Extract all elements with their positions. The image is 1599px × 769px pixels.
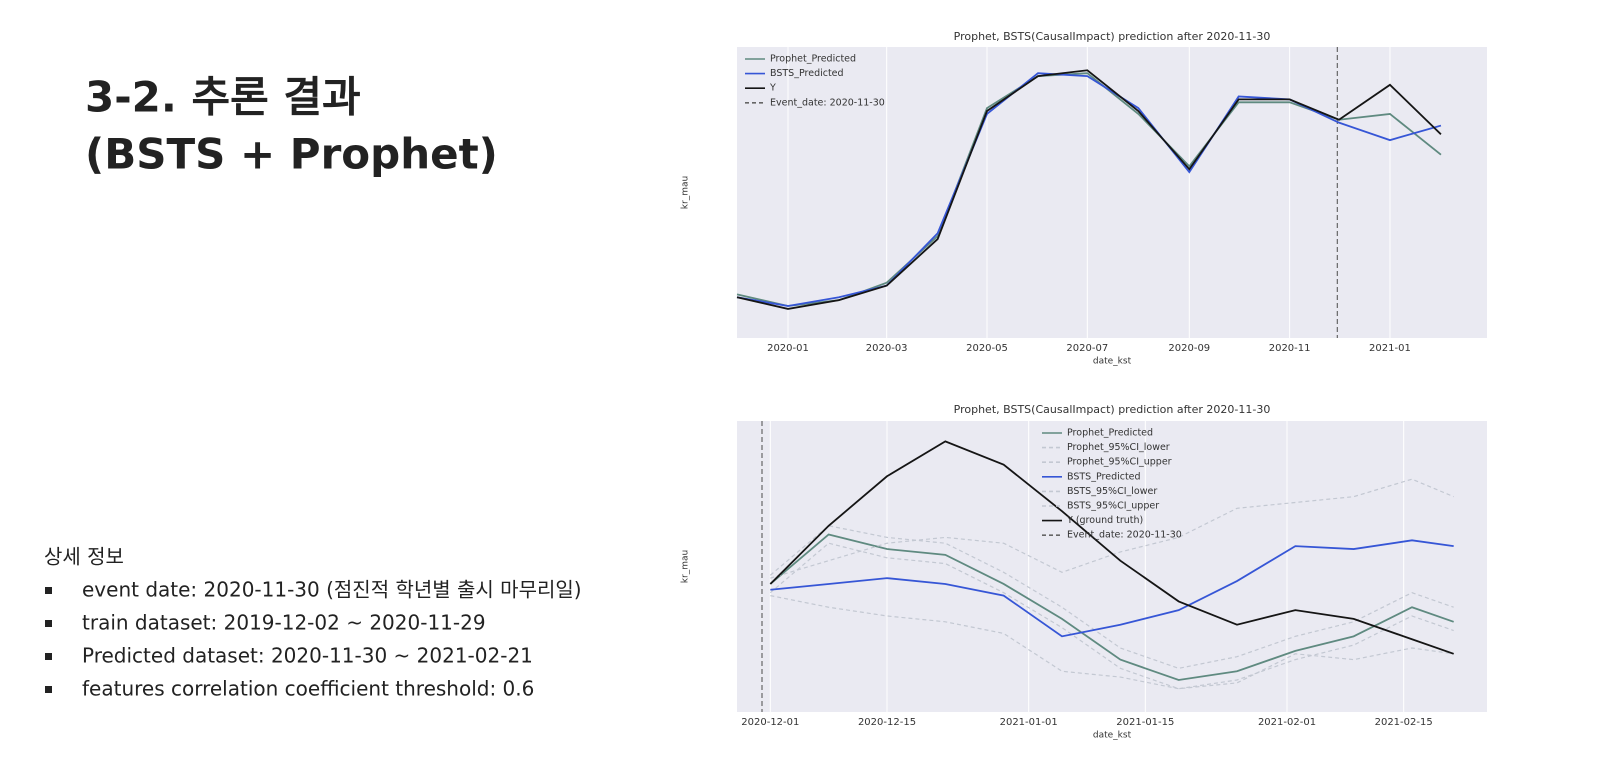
series-line: [769, 533, 1454, 681]
slide-title: (BSTS + Prophet): [85, 130, 498, 179]
series-line: [770, 539, 1454, 638]
x-tick-label: 2020-12-15: [858, 717, 916, 728]
x-tick-label: 2020-01: [767, 343, 809, 354]
legend-label: Prophet_Predicted: [770, 54, 856, 65]
series-line: [769, 525, 1454, 669]
series-line: [736, 72, 1442, 307]
bullet-text: event date: 2020-11-30 (점진적 학년별 출시 마무리일): [82, 578, 582, 602]
bullet: [45, 587, 52, 594]
x-tick-label: 2021-02-15: [1375, 717, 1433, 728]
series-line: [769, 542, 1454, 690]
bullet: [45, 686, 52, 693]
bullet: [45, 653, 52, 660]
legend-label: BSTS_Predicted: [1067, 471, 1141, 482]
legend-label: BSTS_95%CI_lower: [1067, 486, 1157, 497]
bullet-text: train dataset: 2019-12-02 ~ 2020-11-29: [82, 611, 486, 635]
series-line: [770, 595, 1454, 690]
bullet-text: Predicted dataset: 2020-11-30 ~ 2021-02-…: [82, 644, 533, 668]
legend-label: Event_date: 2020-11-30: [1067, 530, 1182, 541]
x-tick-label: 2020-03: [866, 343, 908, 354]
series-line: [736, 69, 1442, 310]
x-tick-label: 2020-11: [1269, 343, 1311, 354]
legend-label: Prophet_95%CI_upper: [1067, 457, 1172, 468]
chart-title: Prophet, BSTS(CausalImpact) prediction a…: [954, 30, 1271, 43]
bullet-text: features correlation coefficient thresho…: [82, 677, 534, 701]
legend-label: BSTS_95%CI_upper: [1067, 501, 1159, 512]
x-axis-label: date_kst: [1093, 357, 1132, 367]
legend-label: Prophet_Predicted: [1067, 428, 1153, 439]
legend-label: Event_date: 2020-11-30: [770, 97, 885, 108]
series-line: [770, 478, 1454, 579]
x-tick-label: 2020-07: [1066, 343, 1108, 354]
x-tick-label: 2020-09: [1168, 343, 1210, 354]
x-tick-label: 2021-01-01: [1000, 717, 1058, 728]
series-line: [769, 440, 1454, 655]
x-tick-label: 2021-01-15: [1116, 717, 1174, 728]
legend-label: Prophet_95%CI_lower: [1067, 442, 1170, 453]
legend-label: BSTS_Predicted: [770, 68, 844, 79]
details-heading: 상세 정보: [44, 545, 124, 569]
x-tick-label: 2021-02-01: [1258, 717, 1316, 728]
x-tick-label: 2021-01: [1369, 343, 1411, 354]
plot-area: [737, 421, 1487, 712]
legend-label: Y: [769, 83, 776, 94]
y-axis-label: kr_mau: [681, 176, 691, 209]
y-axis-label: kr_mau: [681, 550, 691, 583]
chart-title: Prophet, BSTS(CausalImpact) prediction a…: [954, 403, 1271, 416]
slide-title: 3-2. 추론 결과: [85, 73, 361, 122]
bullet: [45, 620, 52, 627]
x-axis-label: date_kst: [1093, 731, 1132, 741]
plot-area: [737, 47, 1487, 338]
legend-label: Y (ground truth): [1066, 515, 1143, 526]
x-tick-label: 2020-05: [966, 343, 1008, 354]
x-tick-label: 2020-12-01: [741, 717, 799, 728]
